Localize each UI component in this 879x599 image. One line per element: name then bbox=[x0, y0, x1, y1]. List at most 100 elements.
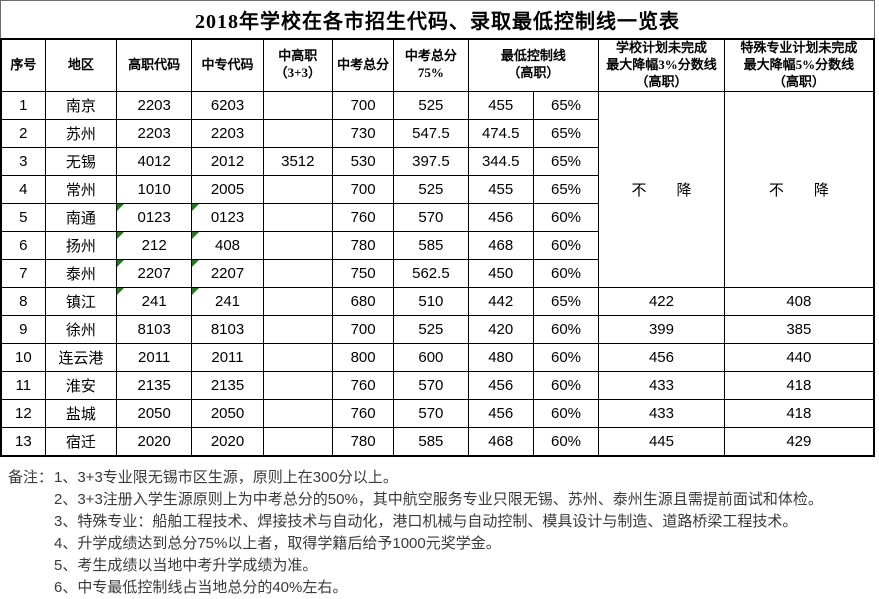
table-row: 4 常州 1010 2005 700 525 455 65% bbox=[0, 174, 874, 204]
cell-exam-total: 530 bbox=[331, 146, 395, 176]
table-row: 9 徐州 8103 8103 700 525 420 60% 399 385 bbox=[0, 314, 875, 344]
cell-exam-total: 760 bbox=[331, 370, 395, 400]
cell-region: 镇江 bbox=[44, 286, 118, 316]
cell-exam-total-75: 570 bbox=[393, 202, 469, 232]
cell-exam-total-75: 585 bbox=[393, 230, 469, 260]
table-header-row: 序号 地区 高职代码 中专代码 中高职 （3+3） 中考总分 中考总分 75% … bbox=[0, 38, 875, 92]
note-item: 1、3+3专业限无锡市区生源，原则上在300分以上。 bbox=[54, 468, 398, 486]
cell-special-plan-no-drop: 不 降 bbox=[723, 90, 875, 288]
cell-min-line: 420 bbox=[467, 314, 534, 344]
note-item: 5、考生成绩以当地中考升学成绩为准。 bbox=[54, 556, 318, 574]
cell-region: 南京 bbox=[44, 90, 118, 120]
title-box: 2018年学校在各市招生代码、录取最低控制线一览表 bbox=[0, 0, 875, 38]
cell-exam-total-75: 525 bbox=[393, 314, 469, 344]
table-row: 6 扬州 212 408 780 585 468 60% bbox=[0, 230, 874, 260]
col-header-vocational-code: 高职代码 bbox=[115, 38, 193, 92]
number-as-text-flag-icon bbox=[117, 232, 124, 239]
cell-secondary-code: 2020 bbox=[191, 426, 264, 457]
cell-min-line: 468 bbox=[467, 426, 534, 457]
cell-min-line: 455 bbox=[467, 90, 534, 120]
cell-special-plan: 418 bbox=[723, 370, 875, 400]
cell-exam-total-75: 570 bbox=[393, 398, 469, 428]
col-header-special-plan: 特殊专业计划未完成 最大降幅5%分数线 （高职） bbox=[723, 38, 875, 92]
cell-vocational-code: 8103 bbox=[115, 314, 193, 344]
cell-min-line: 442 bbox=[467, 286, 534, 316]
number-as-text-flag-icon bbox=[117, 204, 124, 211]
cell-min-line: 456 bbox=[467, 398, 534, 428]
table-row: 12 盐城 2050 2050 760 570 456 60% 433 418 bbox=[0, 398, 875, 428]
cell-school-plan: 445 bbox=[598, 426, 725, 457]
cell-secondary-code: 2011 bbox=[191, 342, 264, 372]
col-header-min-control-line: 最低控制线 （高职） bbox=[467, 38, 600, 92]
cell-region: 连云港 bbox=[44, 342, 118, 372]
cell-mid-high bbox=[262, 286, 333, 316]
note-item: 6、中专最低控制线占当地总分的40%左右。 bbox=[54, 578, 348, 596]
cell-min-line: 344.5 bbox=[467, 146, 534, 176]
cell-mid-high bbox=[262, 258, 333, 288]
cell-min-line: 480 bbox=[467, 342, 534, 372]
cell-exam-total-75: 585 bbox=[393, 426, 469, 457]
col-header-secondary-code: 中专代码 bbox=[191, 38, 264, 92]
cell-region: 淮安 bbox=[44, 370, 118, 400]
cell-index: 5 bbox=[0, 202, 46, 232]
cell-vocational-code: 2050 bbox=[115, 398, 193, 428]
cell-index: 2 bbox=[0, 118, 46, 148]
cell-text: 241 bbox=[214, 292, 241, 310]
cell-mid-high: 3512 bbox=[262, 146, 333, 176]
col-header-mid-high: 中高职 （3+3） bbox=[262, 38, 333, 92]
cell-index: 9 bbox=[0, 314, 46, 344]
cell-index: 10 bbox=[0, 342, 46, 372]
cell-min-pct: 65% bbox=[532, 174, 600, 204]
cell-exam-total: 780 bbox=[331, 230, 395, 260]
cell-vocational-code: 2207 bbox=[115, 258, 193, 288]
cell-region: 无锡 bbox=[44, 146, 118, 176]
col-header-exam-total: 中考总分 bbox=[331, 38, 395, 92]
cell-vocational-code: 1010 bbox=[115, 174, 193, 204]
cell-mid-high bbox=[262, 426, 333, 457]
cell-secondary-code: 2005 bbox=[191, 174, 264, 204]
cell-mid-high bbox=[262, 314, 333, 344]
number-as-text-flag-icon bbox=[117, 288, 124, 295]
note-item: 3、特殊专业：船舶工程技术、焊接技术与自动化，港口机械与自动控制、模具设计与制造… bbox=[54, 512, 798, 530]
cell-school-plan: 433 bbox=[598, 398, 725, 428]
cell-exam-total: 700 bbox=[331, 174, 395, 204]
note-item: 2、3+3注册入学生源原则上为中考总分的50%，其中航空服务专业只限无锡、苏州、… bbox=[54, 490, 823, 508]
cell-mid-high bbox=[262, 118, 333, 148]
number-as-text-flag-icon bbox=[192, 288, 200, 295]
notes-list: 1、3+3专业限无锡市区生源，原则上在300分以上。 2、3+3注册入学生源原则… bbox=[54, 467, 823, 599]
table-row: 2 苏州 2203 2203 730 547.5 474.5 65% bbox=[0, 118, 874, 148]
cell-index: 4 bbox=[0, 174, 46, 204]
cell-index: 12 bbox=[0, 398, 46, 428]
cell-exam-total-75: 570 bbox=[393, 370, 469, 400]
cell-school-plan-no-drop: 不 降 bbox=[598, 90, 725, 288]
col-header-school-plan: 学校计划未完成 最大降幅3%分数线 （高职） bbox=[598, 38, 725, 92]
col-header-exam-total-75: 中考总分 75% bbox=[393, 38, 469, 92]
table-row: 1 南京 2203 6203 700 525 455 65% 不 降 不 降 bbox=[0, 90, 875, 288]
number-as-text-flag-icon bbox=[192, 232, 200, 239]
cell-region: 苏州 bbox=[44, 118, 118, 148]
note-item: 4、升学成绩达到总分75%以上者，取得学籍后给予1000元奖学金。 bbox=[54, 534, 501, 552]
cell-mid-high bbox=[262, 230, 333, 260]
cell-vocational-code: 241 bbox=[115, 286, 193, 316]
table-row: 8 镇江 241 241 680 510 442 65% 422 408 bbox=[0, 286, 875, 316]
table-row: 13 宿迁 2020 2020 780 585 468 60% 445 429 bbox=[0, 426, 875, 457]
cell-region: 南通 bbox=[44, 202, 118, 232]
cell-vocational-code: 2135 bbox=[115, 370, 193, 400]
cell-exam-total: 780 bbox=[331, 426, 395, 457]
number-as-text-flag-icon bbox=[117, 260, 124, 267]
cell-secondary-code: 2050 bbox=[191, 398, 264, 428]
cell-exam-total: 700 bbox=[331, 90, 395, 120]
cell-index: 13 bbox=[0, 426, 46, 457]
cell-school-plan: 433 bbox=[598, 370, 725, 400]
page-title: 2018年学校在各市招生代码、录取最低控制线一览表 bbox=[195, 11, 680, 33]
cell-region: 徐州 bbox=[44, 314, 118, 344]
cell-exam-total: 750 bbox=[331, 258, 395, 288]
cell-exam-total: 680 bbox=[331, 286, 395, 316]
number-as-text-flag-icon bbox=[192, 204, 200, 211]
cell-mid-high bbox=[262, 342, 333, 372]
cell-school-plan: 422 bbox=[598, 286, 725, 316]
cell-min-pct: 65% bbox=[532, 146, 600, 176]
cell-special-plan: 385 bbox=[723, 314, 875, 344]
cell-region: 常州 bbox=[44, 174, 118, 204]
